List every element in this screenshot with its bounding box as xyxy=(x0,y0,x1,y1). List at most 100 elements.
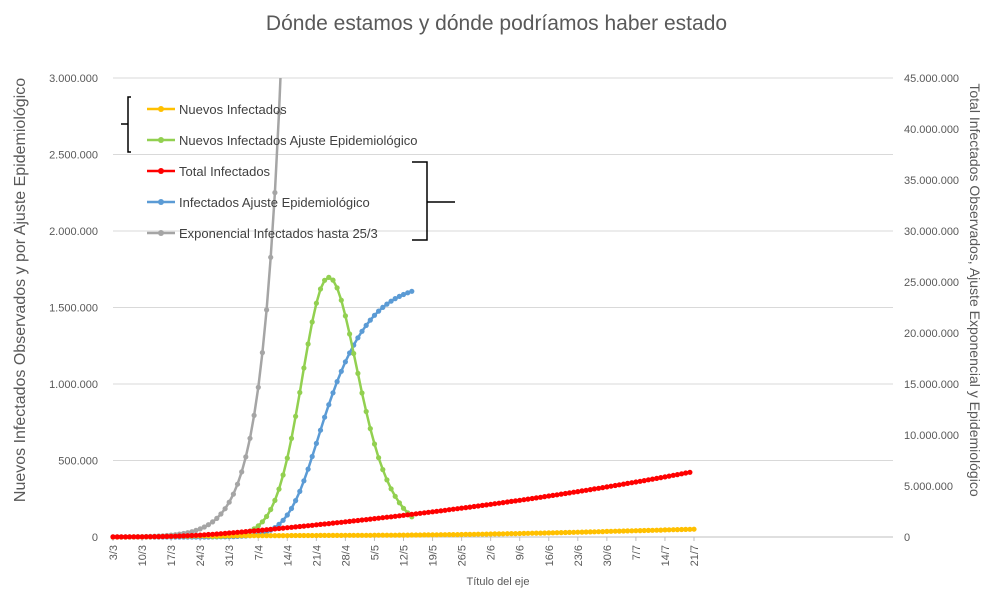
data-point xyxy=(359,390,365,396)
data-point xyxy=(384,514,390,520)
data-point xyxy=(388,514,394,520)
data-point xyxy=(454,506,461,512)
data-point xyxy=(347,518,353,525)
legend-label: Total Infectados xyxy=(179,164,271,179)
data-point xyxy=(143,534,149,540)
data-point xyxy=(172,533,178,539)
data-point xyxy=(508,498,514,504)
data-point xyxy=(355,335,361,341)
legend-label: Nuevos Infectados Ajuste Epidemiológico xyxy=(179,133,417,148)
data-point xyxy=(309,453,315,460)
data-point xyxy=(284,512,290,518)
data-point xyxy=(475,503,481,509)
data-point xyxy=(600,529,606,535)
data-point xyxy=(363,532,369,538)
data-point xyxy=(201,524,207,530)
data-point xyxy=(359,517,365,523)
x-tick-label: 14/7 xyxy=(660,545,672,566)
data-point xyxy=(276,486,282,492)
data-point xyxy=(355,532,361,538)
data-point xyxy=(197,532,203,538)
x-tick-label: 7/4 xyxy=(253,545,265,560)
data-point xyxy=(529,530,535,536)
x-tick-label: 26/5 xyxy=(457,545,469,566)
data-point xyxy=(376,308,382,314)
data-point xyxy=(351,518,357,524)
data-point xyxy=(322,277,328,283)
legend-swatch-marker xyxy=(158,106,164,112)
data-point xyxy=(297,389,303,396)
brace-right-series xyxy=(412,161,455,241)
data-point xyxy=(400,512,407,518)
data-point xyxy=(479,502,485,508)
x-tick-label: 17/3 xyxy=(166,545,178,566)
data-point xyxy=(247,435,253,441)
data-point xyxy=(413,511,419,517)
data-point xyxy=(380,515,386,521)
data-point xyxy=(114,534,120,540)
data-point xyxy=(654,527,660,533)
data-point xyxy=(562,490,569,497)
data-point xyxy=(620,481,627,487)
data-point xyxy=(512,531,519,537)
data-point xyxy=(517,530,523,537)
data-point xyxy=(276,533,282,539)
data-point xyxy=(313,300,319,306)
data-point xyxy=(293,524,299,530)
data-point xyxy=(525,496,531,502)
data-point xyxy=(533,495,539,501)
x-tick-label: 28/4 xyxy=(340,545,352,566)
data-point xyxy=(280,472,286,478)
right-tick-label: 40.000.000 xyxy=(904,124,959,136)
data-point xyxy=(612,528,618,534)
data-point xyxy=(542,494,548,500)
data-point xyxy=(600,485,606,491)
data-point xyxy=(566,529,573,536)
data-point xyxy=(662,527,668,533)
data-point xyxy=(459,505,465,511)
data-point xyxy=(425,509,431,515)
left-tick-label: 2.000.000 xyxy=(49,226,98,238)
data-point xyxy=(463,505,469,511)
data-point xyxy=(268,254,274,260)
data-point xyxy=(400,291,407,298)
data-point xyxy=(334,532,340,539)
data-point xyxy=(255,533,261,539)
data-point xyxy=(417,510,423,516)
data-point xyxy=(322,414,328,420)
data-point xyxy=(322,521,328,527)
data-point xyxy=(633,528,639,534)
data-point xyxy=(293,413,299,419)
right-tick-label: 20.000.000 xyxy=(904,328,959,340)
data-point xyxy=(226,499,232,505)
x-tick-label: 19/5 xyxy=(428,545,440,566)
data-point xyxy=(371,516,378,522)
data-point xyxy=(234,481,241,487)
data-point xyxy=(492,531,498,537)
data-point xyxy=(239,533,245,539)
data-point xyxy=(537,530,544,536)
data-point xyxy=(670,472,676,478)
data-point xyxy=(575,489,581,495)
data-point xyxy=(322,532,328,539)
data-point xyxy=(380,304,386,310)
x-tick-label: 2/6 xyxy=(486,545,498,560)
data-point xyxy=(525,530,531,536)
data-point xyxy=(388,298,394,304)
data-point xyxy=(625,480,631,486)
data-point xyxy=(338,532,344,539)
data-point xyxy=(218,531,224,537)
data-point xyxy=(201,532,207,538)
data-point xyxy=(450,506,456,512)
data-point xyxy=(342,359,348,365)
data-point xyxy=(297,532,303,539)
data-point xyxy=(649,527,656,533)
data-point xyxy=(521,497,527,503)
axes: 0 500.000 1.000.000 1.500.000 2.000.000 2.500… xyxy=(49,73,959,566)
legend-swatch-marker xyxy=(158,137,164,143)
data-point xyxy=(467,531,473,538)
data-point xyxy=(301,478,307,484)
data-point xyxy=(210,531,216,537)
data-point xyxy=(384,532,390,538)
right-tick-label: 15.000.000 xyxy=(904,379,959,391)
